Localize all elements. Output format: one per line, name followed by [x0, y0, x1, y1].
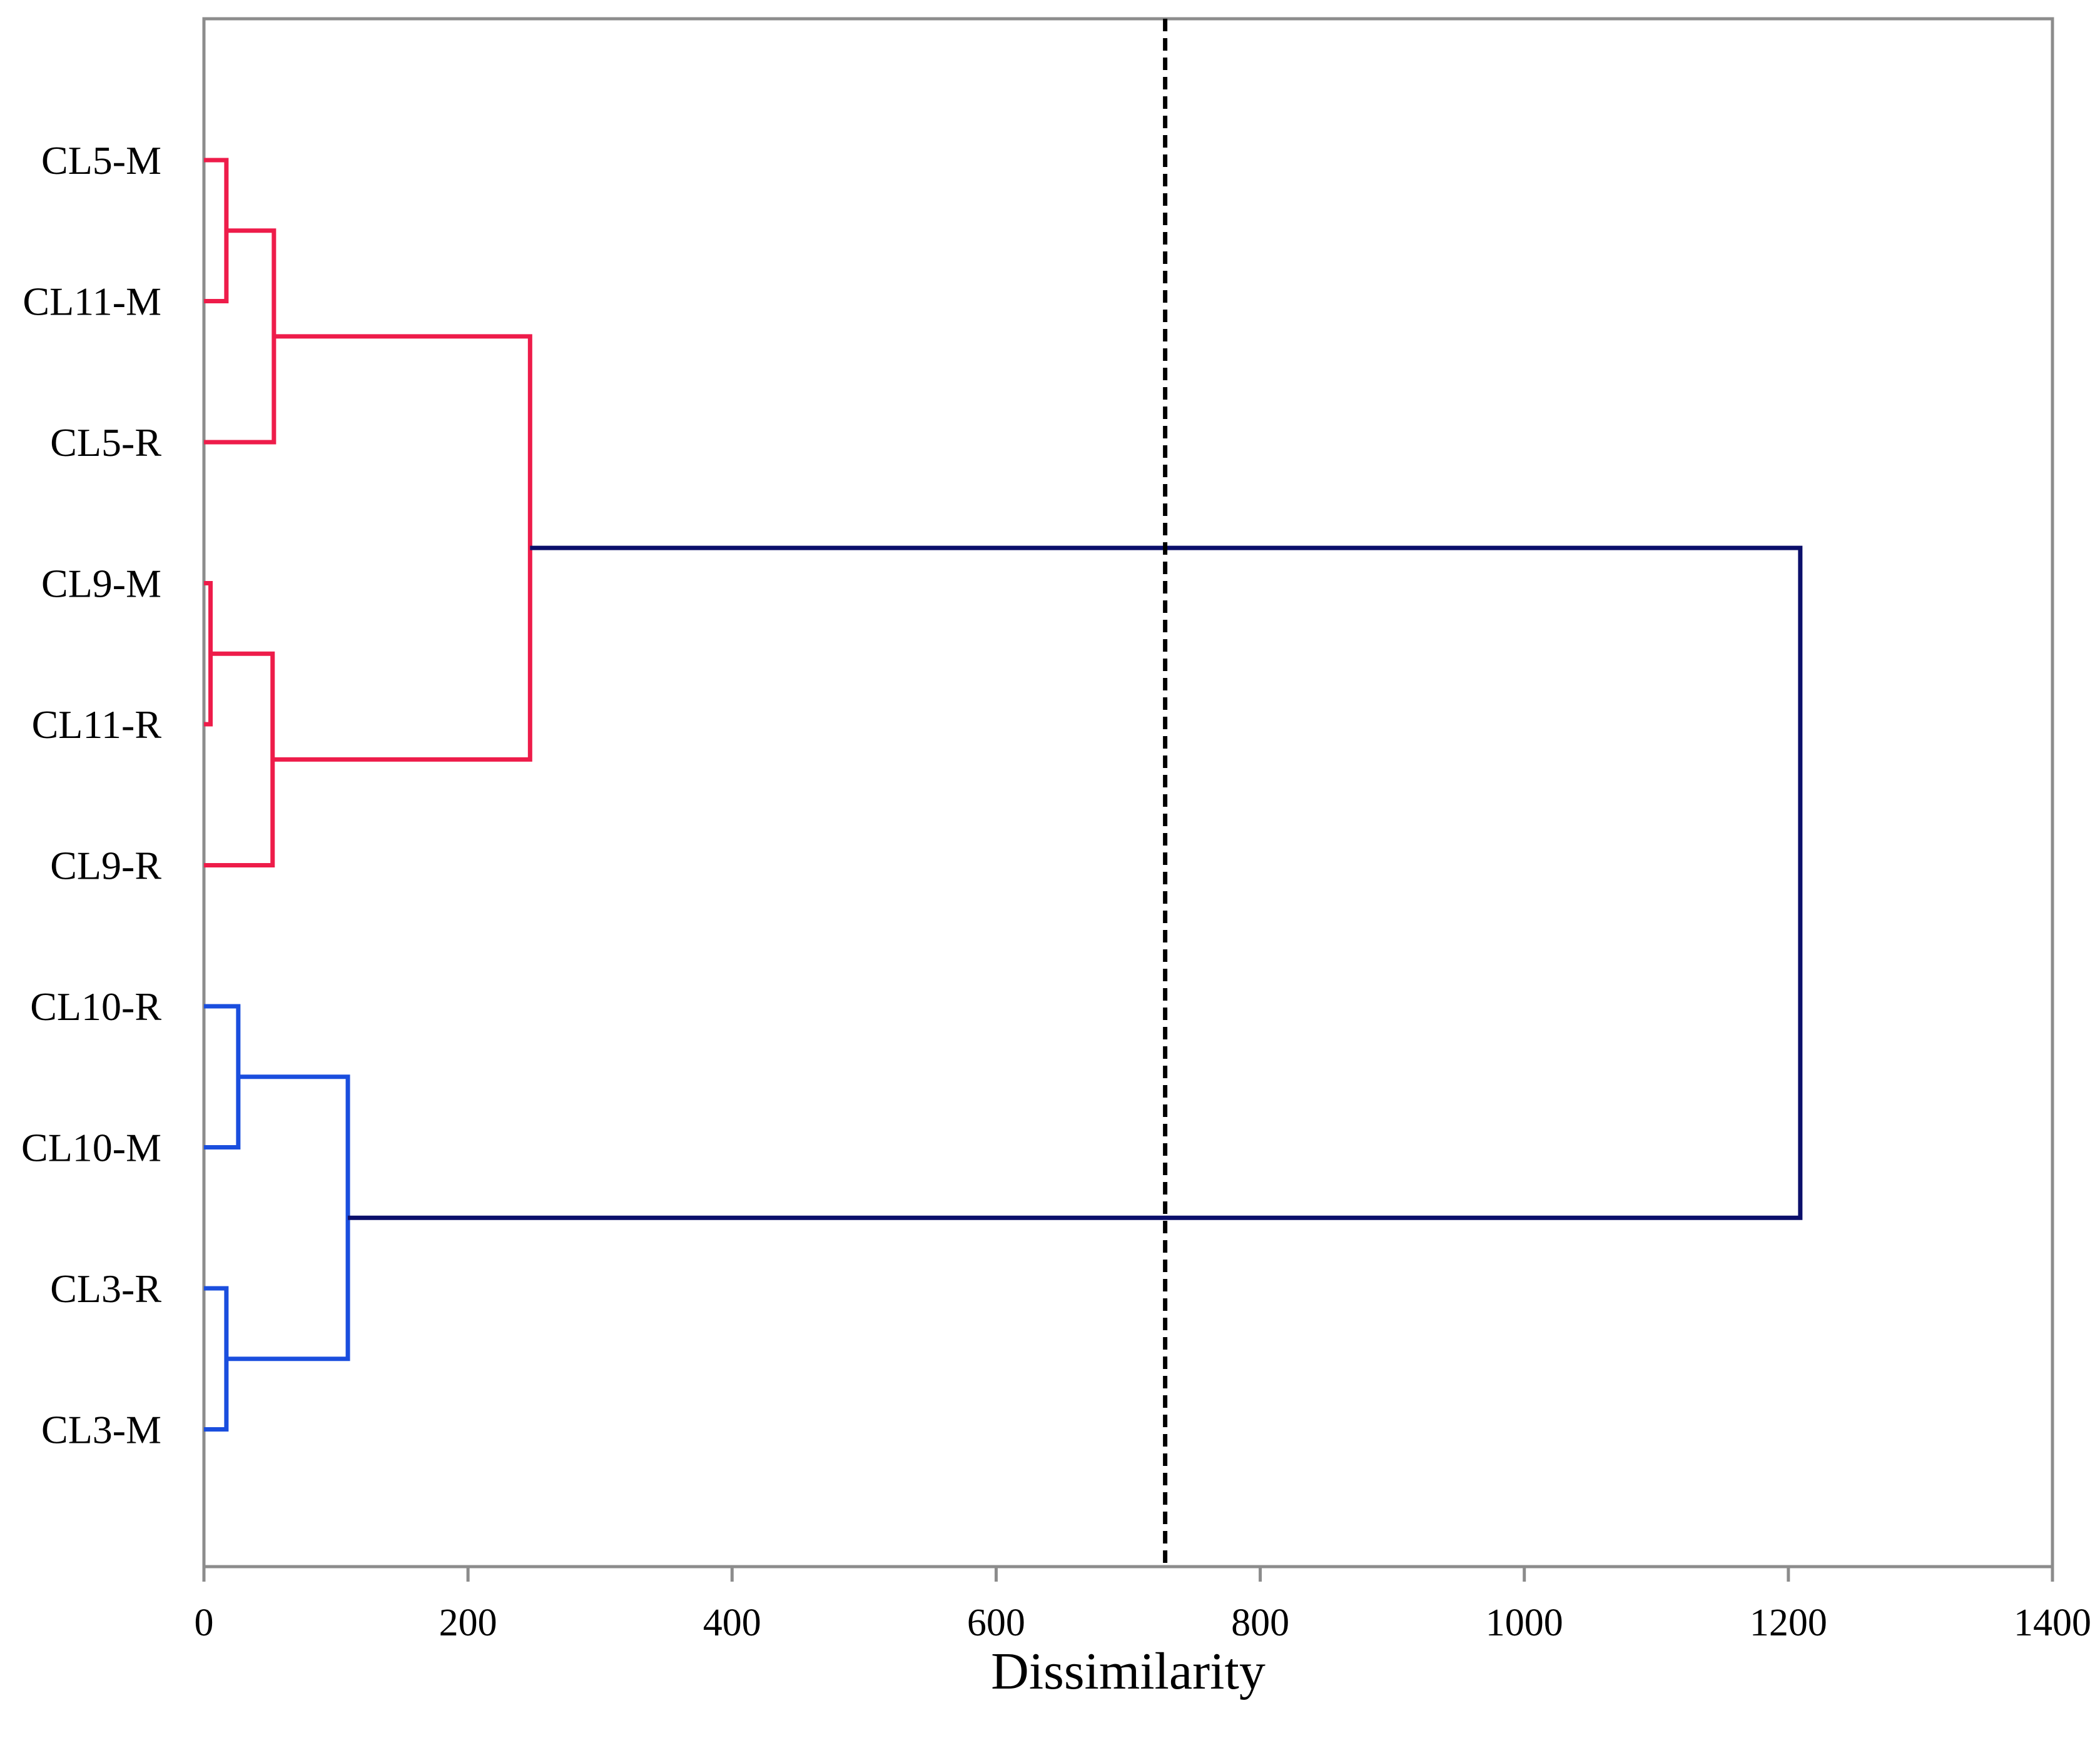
dendrogram-link: [204, 228, 276, 445]
dendrogram-link: [226, 1074, 350, 1362]
leaf-label: CL11-M: [23, 280, 161, 324]
leaf-label: CL5-M: [41, 138, 161, 183]
x-tick-label: 1400: [2014, 1602, 2091, 1644]
leaf-label: CL9-R: [50, 844, 161, 888]
leaf-label: CL3-M: [41, 1408, 161, 1452]
leaf-label: CL10-M: [21, 1126, 161, 1170]
leaf-label: CL10-R: [30, 984, 161, 1029]
x-tick-label: 800: [1231, 1602, 1289, 1644]
x-axis-title: Dissimilarity: [991, 1642, 1266, 1700]
dendrogram-link: [348, 545, 1803, 1220]
dendrogram-link: [204, 1286, 229, 1432]
x-tick-label: 400: [703, 1602, 761, 1644]
plot-frame: [202, 17, 2054, 1569]
x-tick-label: 1000: [1486, 1602, 1563, 1644]
leaf-label: CL9-M: [41, 562, 161, 606]
dendrogram-link: [204, 651, 275, 867]
leaf-label: CL11-R: [32, 702, 162, 747]
x-tick-label: 200: [439, 1602, 497, 1644]
x-tick-label: 1200: [1750, 1602, 1827, 1644]
leaf-label: CL3-R: [50, 1266, 161, 1311]
dendrogram-link: [204, 1004, 241, 1149]
dendrogram-link: [204, 158, 229, 303]
x-tick-label: 0: [195, 1602, 214, 1644]
x-tick-label: 600: [967, 1602, 1025, 1644]
dendrogram-link: [272, 334, 532, 762]
leaf-label: CL5-R: [50, 420, 161, 465]
